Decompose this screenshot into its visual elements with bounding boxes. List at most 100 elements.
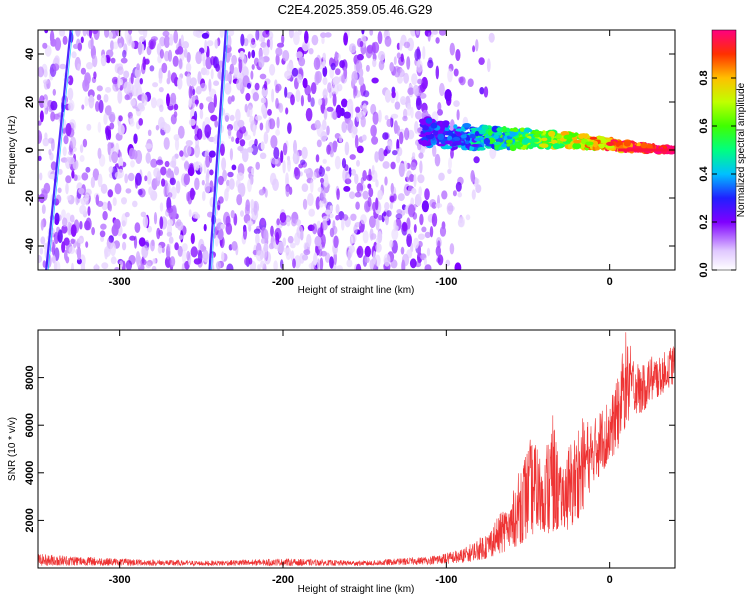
noise-blob bbox=[268, 118, 276, 130]
noise-blob bbox=[142, 215, 149, 228]
noise-blob bbox=[321, 36, 325, 45]
noise-blob bbox=[410, 30, 417, 37]
noise-blob bbox=[282, 50, 290, 62]
signal-blob bbox=[506, 142, 511, 147]
signal-blob bbox=[600, 138, 607, 144]
noise-blob bbox=[335, 214, 340, 221]
noise-blob bbox=[420, 83, 426, 93]
noise-blob bbox=[270, 225, 274, 237]
noise-blob bbox=[188, 85, 193, 100]
noise-blob bbox=[226, 73, 232, 82]
noise-blob bbox=[138, 36, 146, 42]
noise-blob bbox=[447, 168, 452, 175]
noise-blob bbox=[150, 97, 157, 109]
noise-blob bbox=[61, 209, 66, 219]
noise-blob bbox=[342, 168, 347, 182]
snr-line bbox=[38, 332, 675, 567]
noise-blob bbox=[360, 214, 367, 225]
noise-blob bbox=[453, 68, 459, 77]
noise-blob bbox=[50, 100, 58, 111]
spectrogram-heatmap bbox=[38, 30, 675, 270]
noise-blob bbox=[157, 244, 163, 254]
noise-blob bbox=[99, 230, 106, 238]
noise-blob bbox=[178, 234, 184, 240]
noise-blob bbox=[150, 158, 158, 168]
noise-blob bbox=[190, 246, 198, 258]
noise-blob bbox=[406, 233, 412, 247]
noise-blob bbox=[459, 76, 466, 86]
noise-blob bbox=[362, 170, 367, 182]
noise-blob bbox=[136, 255, 142, 268]
noise-blob bbox=[260, 238, 266, 244]
noise-blob bbox=[377, 189, 383, 200]
noise-blob bbox=[186, 250, 191, 261]
noise-blob bbox=[391, 91, 396, 99]
noise-blob bbox=[90, 37, 94, 49]
noise-blob bbox=[239, 139, 246, 147]
noise-blob bbox=[247, 178, 252, 193]
noise-blob bbox=[84, 220, 91, 231]
noise-blob bbox=[141, 256, 145, 264]
noise-blob bbox=[70, 136, 77, 149]
noise-blob bbox=[269, 64, 276, 76]
spectrogram-x-axis-label: Height of straight line (km) bbox=[298, 285, 415, 296]
noise-blob bbox=[204, 182, 211, 194]
noise-blob bbox=[183, 173, 190, 186]
noise-blob bbox=[186, 73, 192, 87]
noise-blob bbox=[67, 102, 74, 112]
noise-blob bbox=[382, 132, 389, 140]
noise-blob bbox=[313, 252, 318, 266]
noise-blob bbox=[229, 114, 235, 121]
noise-blob bbox=[140, 211, 147, 218]
signal-blob bbox=[505, 139, 513, 144]
noise-blob bbox=[189, 187, 195, 201]
noise-blob bbox=[44, 45, 52, 57]
noise-blob bbox=[259, 122, 264, 131]
noise-blob bbox=[351, 232, 357, 244]
noise-blob bbox=[251, 167, 255, 176]
noise-blob bbox=[133, 133, 138, 144]
noise-blob bbox=[85, 166, 91, 173]
signal-blob bbox=[646, 143, 653, 149]
noise-blob bbox=[229, 148, 233, 161]
noise-blob bbox=[409, 258, 417, 269]
noise-blob bbox=[151, 265, 157, 270]
noise-blob bbox=[130, 72, 134, 85]
noise-blob bbox=[327, 82, 332, 93]
noise-blob bbox=[412, 84, 419, 96]
noise-blob bbox=[95, 101, 100, 112]
noise-blob bbox=[314, 119, 321, 130]
noise-blob bbox=[415, 110, 423, 120]
noise-blob bbox=[406, 105, 412, 116]
noise-blob bbox=[330, 62, 336, 71]
noise-blob bbox=[211, 185, 215, 192]
signal-blob bbox=[477, 147, 486, 151]
noise-blob bbox=[120, 57, 128, 64]
signal-blob bbox=[442, 120, 450, 127]
noise-blob bbox=[88, 94, 95, 109]
noise-blob bbox=[353, 224, 358, 235]
noise-blob bbox=[449, 243, 455, 255]
noise-blob bbox=[108, 166, 114, 174]
noise-blob bbox=[382, 161, 390, 169]
noise-blob bbox=[395, 213, 403, 220]
noise-blob bbox=[418, 186, 423, 198]
signal-blob bbox=[504, 132, 511, 136]
noise-blob bbox=[98, 99, 104, 114]
signal-blob bbox=[421, 139, 428, 147]
noise-blob bbox=[166, 93, 170, 107]
noise-blob bbox=[199, 109, 204, 120]
noise-blob bbox=[146, 171, 152, 185]
noise-blob bbox=[110, 242, 116, 257]
noise-blob bbox=[182, 243, 188, 252]
noise-blob bbox=[84, 188, 92, 196]
signal-blob bbox=[481, 124, 489, 130]
noise-blob bbox=[58, 30, 66, 37]
snr-y-tick-label-1: 4000 bbox=[24, 461, 36, 485]
noise-blob bbox=[258, 56, 265, 68]
signal-blob bbox=[534, 130, 544, 135]
signal-blob bbox=[444, 127, 450, 132]
noise-blob bbox=[169, 36, 174, 46]
noise-blob bbox=[54, 219, 59, 225]
noise-blob bbox=[325, 166, 331, 172]
